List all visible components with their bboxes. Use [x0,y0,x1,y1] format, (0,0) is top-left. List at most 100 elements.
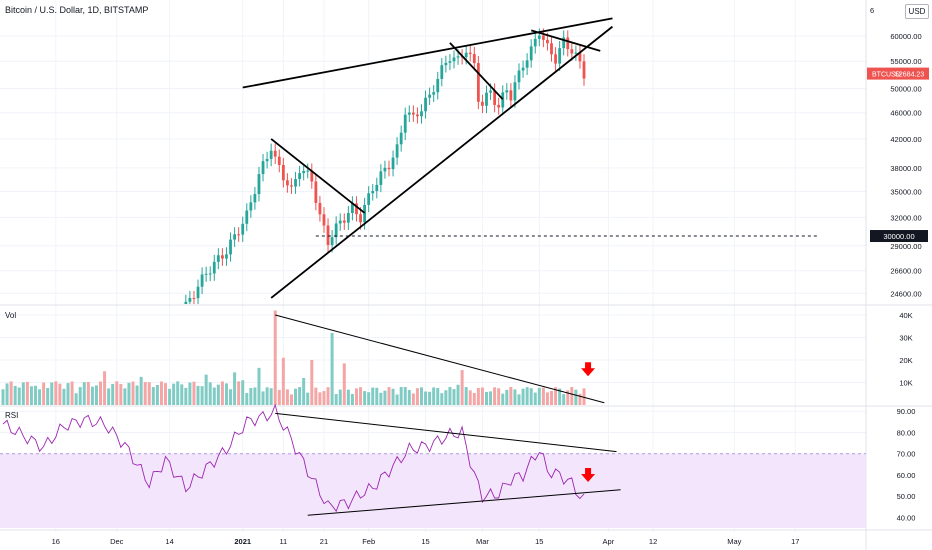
volume-bar [574,389,578,405]
time-tick-label: 21 [320,537,328,546]
volume-bar [233,372,237,405]
volume-bar [480,387,484,405]
volume-bar [257,367,261,405]
volume-bar [253,387,257,405]
trendline [449,42,504,100]
volume-bar [224,383,228,405]
candle-body [346,213,350,223]
price-tick-label: 26600.00 [890,267,921,276]
candle-body [156,365,159,371]
candle-body [326,225,330,245]
rsi-line [2,403,585,513]
candle-body [123,377,126,386]
volume-bar [468,390,472,405]
candle-body [26,444,29,447]
candle [416,107,419,124]
candle [298,165,301,187]
candle-body [314,181,318,203]
currency-button[interactable]: USD [905,4,929,19]
candle-body [322,214,326,226]
time-tick-label: 12 [649,537,657,546]
volume-bar [403,387,407,405]
price-tick-label: 24600.00 [890,289,921,298]
volume-bar [452,389,456,405]
candle-body [371,191,375,194]
volume-bar [484,391,488,405]
volume-bar [460,370,464,405]
candle [208,266,212,282]
volume-bar [119,384,123,405]
candle-body [582,61,586,79]
candle [216,248,220,270]
volume-bar [159,381,163,405]
candle-body [273,150,277,157]
candle [578,45,582,69]
candle-body [298,173,301,180]
volume-bar [54,381,58,405]
volume-bar [42,382,46,405]
volume-bar [472,393,476,405]
candle [322,207,326,233]
volume-bar [375,387,379,405]
candle-body [468,52,472,55]
candle [371,183,375,201]
candle [338,213,342,231]
volume-bar [578,393,582,405]
candle [521,60,525,78]
candle-body [265,158,269,162]
candle [294,171,297,194]
candle-body [578,52,582,62]
candle [468,45,472,62]
candle-body [375,184,379,192]
candle-body [200,274,204,287]
volume-bar [342,363,346,405]
volume-bar [545,392,549,405]
volume-bar [261,391,265,405]
candle [550,36,553,62]
candle [265,151,269,169]
candle-body [570,49,574,54]
volume-bar [513,389,517,405]
candle-body [180,322,183,335]
rsi-tick-label: 80.00 [897,428,916,437]
candle [403,107,407,140]
candle-body [188,298,192,302]
candle-body [318,202,322,215]
candle-body [501,92,505,108]
volume-bar [399,387,403,405]
volume-bar [17,387,21,405]
volume-bar [245,393,249,405]
volume-bar [196,385,200,405]
volume-bar [208,382,212,405]
candle [411,105,415,122]
candle-body [216,255,220,262]
candle-body [505,90,509,93]
candle-body [152,371,155,378]
volume-title: Vol [5,311,16,320]
volume-bar [367,392,371,405]
rsi-title: RSI [5,411,18,420]
candle [310,163,314,189]
volume-bar [5,383,9,405]
candle [525,53,529,75]
candle-body [472,54,476,64]
candle-body [566,37,570,50]
candle [529,39,533,68]
candle [229,232,232,262]
volume-bar [1,389,5,405]
volume-bar [497,388,501,405]
candle-body [395,144,399,158]
candle-body [257,174,261,195]
volume-bar [269,388,273,405]
volume-bar [501,393,505,405]
candle [249,195,253,218]
volume-bar [359,387,363,405]
candle-body [212,261,216,274]
volume-trendline [275,314,605,404]
candle-body [562,37,566,49]
candle-body [493,90,497,105]
volume-bar [505,389,509,405]
candle-body [554,54,557,64]
time-tick-label: 11 [279,537,287,546]
